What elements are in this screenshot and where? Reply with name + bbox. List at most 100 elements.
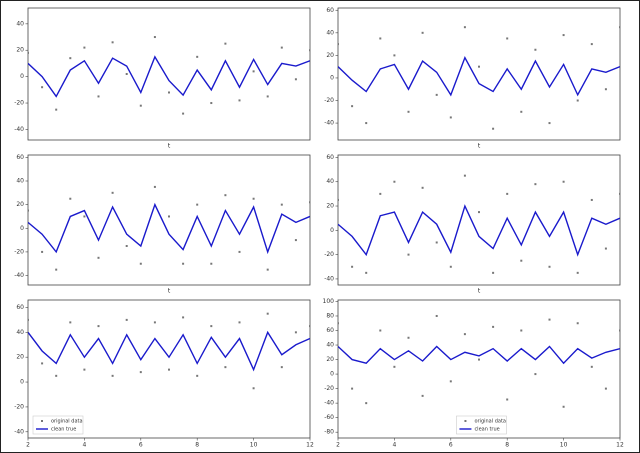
data-point [463,26,466,29]
y-tick-label: 60 [16,304,24,311]
clean-line [28,330,310,372]
legend-label: original data [474,419,506,425]
data-point [463,333,466,336]
data-point [520,259,523,262]
y-tick-label: 20 [326,52,334,59]
data-point [492,325,495,328]
y-tick-label: -20 [14,100,24,107]
data-point [280,203,283,206]
data-point [238,250,241,253]
data-point [111,191,114,194]
x-tick-label: 12 [306,442,314,449]
data-point [449,116,452,119]
plot-area [28,312,310,390]
y-tick-label: -40 [14,272,24,279]
data-point [125,318,128,321]
data-point [619,329,620,332]
data-point [506,37,509,40]
y-tick-label: -60 [324,414,334,421]
y-tick-label: 60 [326,7,334,14]
data-point [590,365,593,368]
clean-line [28,202,310,255]
plot-area [338,174,620,274]
data-point [421,31,424,34]
data-point [534,48,537,51]
y-tick-label: 0 [20,73,24,80]
legend-marker [464,420,467,422]
y-tick-label: -40 [14,126,24,133]
data-point [238,99,241,102]
data-point [69,197,72,200]
axes-frame [337,7,621,141]
y-tick-label: 60 [16,154,24,161]
data-point [393,365,396,368]
data-point [435,314,438,317]
data-point [351,265,354,268]
x-axis-label: t [168,288,171,295]
legend: original data clean true [32,415,84,435]
x-tick-label: 6 [449,442,453,449]
data-point [379,37,382,40]
plot-area [338,26,620,130]
axes-frame [337,154,621,286]
data-point [520,329,523,332]
legend-label: original data [51,419,83,425]
data-point [619,26,620,29]
x-axis-label: t [478,288,481,295]
data-point [266,95,269,98]
y-tick-label: -20 [324,385,334,392]
y-tick-label: -20 [14,403,24,410]
data-point [224,366,227,369]
data-point [309,201,310,204]
y-tick-label: 40 [326,29,334,36]
y-tick-label: 20 [16,201,24,208]
x-axis-label: t [478,143,481,150]
y-tick-label: 80 [326,312,334,319]
clean-line [338,55,620,97]
data-point [266,268,269,271]
data-point [338,198,339,201]
data-point [492,127,495,130]
data-point [280,46,283,49]
data-point [449,380,452,383]
y-tick-label: -80 [324,429,334,436]
data-point [28,51,29,54]
data-point [351,105,354,108]
data-point [393,180,396,183]
data-point [393,54,396,57]
legend-label: clean true [51,427,76,433]
y-tick-label: 60 [326,154,334,161]
data-point [41,362,44,365]
data-point [97,325,100,328]
data-point [196,203,199,206]
data-point [478,65,480,68]
data-point [210,325,213,328]
x-tick-label: 8 [505,442,509,449]
data-point [492,271,495,274]
data-point [294,239,297,242]
data-point [506,192,509,195]
data-point [168,91,170,94]
data-point [604,387,607,390]
data-point [69,321,72,324]
subplot: -40 -20 0 20 40 60 t [324,7,621,150]
data-point [351,387,354,390]
plot-area [338,314,620,408]
data-point [365,122,368,125]
data-point [548,265,551,268]
axes-frame [27,7,311,141]
data-point [83,215,86,218]
data-point [83,46,86,49]
data-point [562,405,565,408]
data-point [449,265,452,268]
data-point [407,110,410,113]
data-point [125,245,128,247]
data-point [266,312,269,315]
data-point [379,329,382,332]
y-tick-label: 100 [323,298,335,305]
data-point [435,241,438,244]
data-point [55,108,58,111]
data-point [153,321,156,324]
data-point [55,268,58,271]
legend-label: clean true [474,427,499,433]
